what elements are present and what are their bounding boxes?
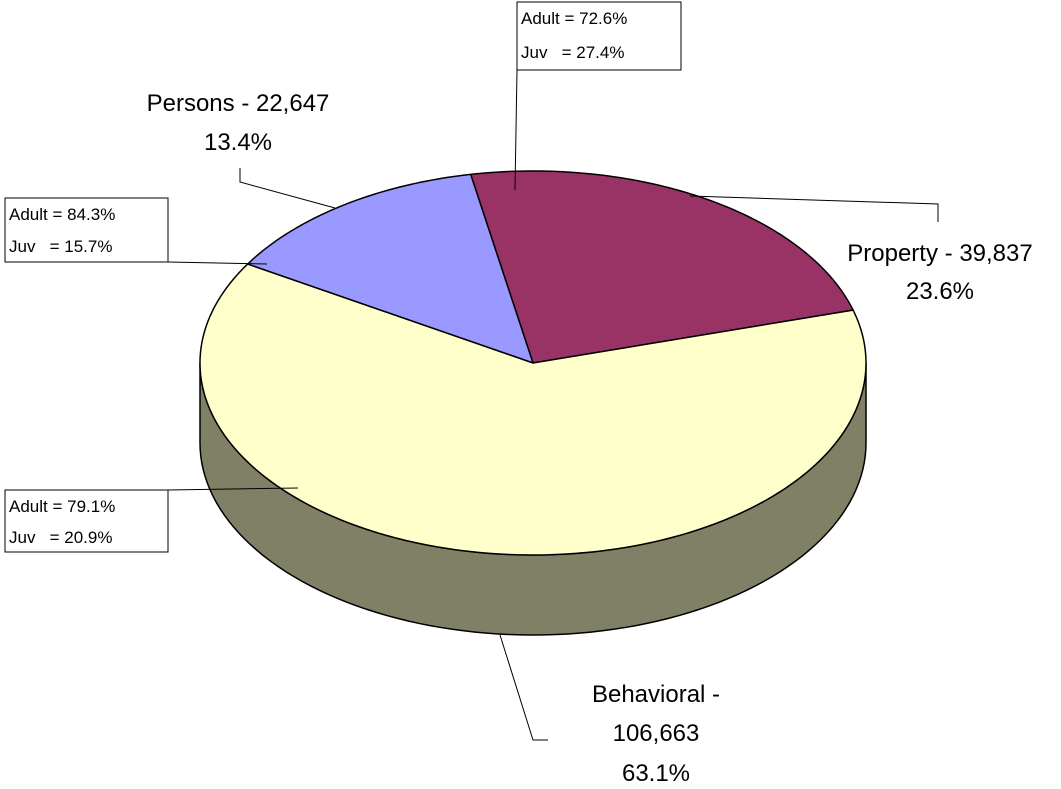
value-label: 39,837 [959,240,1032,267]
category-label: Persons - 22,647 [147,90,330,117]
annotation-leader [514,69,518,191]
label-leader [239,168,336,209]
annotation-box [4,197,169,263]
value-label: 22,647 [256,90,329,117]
annotation-text: Adult = 79.1% [9,497,115,516]
category-label: Behavioral - [592,681,720,708]
annotation-box [516,1,682,71]
annotation-text: Juv = 15.7% [9,237,112,256]
annotation-leader [167,261,268,265]
annotation-text: Juv = 20.9% [9,528,112,547]
annotation-text: Juv = 27.4% [521,43,624,62]
percent-label: 13.4% [204,129,272,156]
category-label: Property - 39,837 [847,240,1032,267]
pie-slice [469,170,855,364]
category-name: Property - [847,240,952,267]
percent-label: 63.1% [622,760,690,787]
percent-label: 23.6% [906,278,974,305]
annotation-text: Adult = 84.3% [9,205,115,224]
label-leader [689,195,939,222]
value-label: 106,663 [613,720,700,747]
category-name: Persons - [147,90,250,117]
label-leader [499,634,548,741]
pie-slice [246,173,535,365]
pie-slice [199,263,867,556]
annotation-leader [167,487,299,491]
annotation-text: Adult = 72.6% [521,9,627,28]
annotation-box [4,489,169,553]
